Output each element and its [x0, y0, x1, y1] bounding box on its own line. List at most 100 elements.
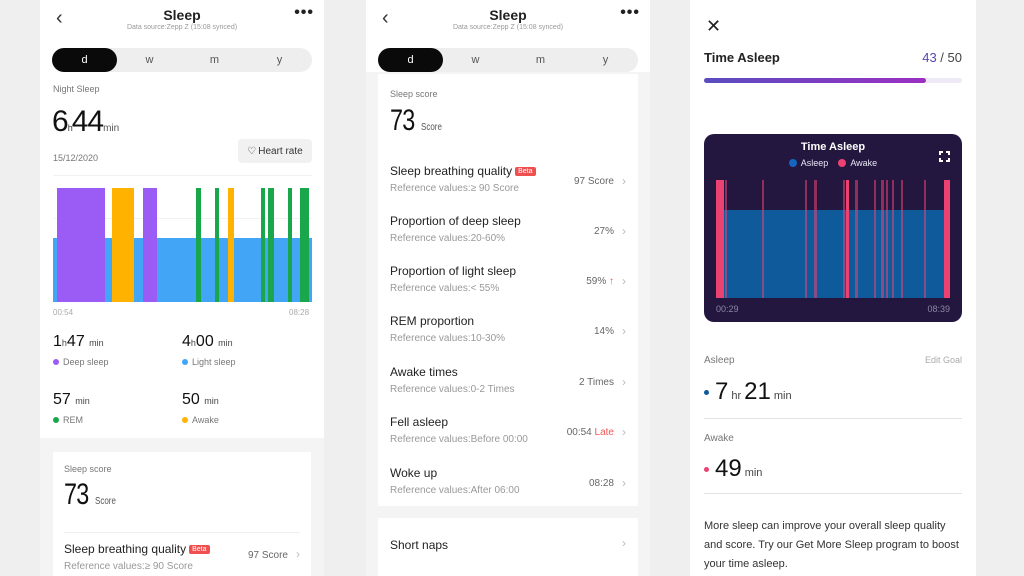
asleep-label: Asleep	[704, 355, 735, 366]
stat-value: 57	[53, 391, 71, 408]
beta-badge: Beta	[189, 545, 210, 554]
chevron-right-icon: ›	[622, 476, 626, 490]
chart-title: Time Asleep	[800, 141, 866, 153]
fitbit-time-asleep-panel: ✕ Time Asleep 43 / 50 Time Asleep Asleep…	[690, 0, 976, 576]
metric-row-breathing-quality[interactable]: Sleep breathing quality Beta Reference va…	[390, 164, 626, 214]
short-naps-label: Short naps	[390, 538, 449, 552]
gridline	[53, 218, 312, 219]
stat-unit: min	[89, 338, 104, 348]
metric-row-awake-times[interactable]: Awake times Reference values:0-2 Times 2…	[390, 365, 626, 415]
stat-unit: min	[75, 396, 90, 406]
metric-title: Sleep breathing quality	[390, 164, 513, 178]
more-options-icon[interactable]: •••	[620, 4, 640, 21]
tab-week[interactable]: w	[471, 54, 480, 66]
score-number: 73	[64, 478, 89, 511]
awake-dot-icon	[838, 159, 847, 167]
zepp-score-panel: ‹ Sleep Data source:Zepp Z (15:08 synced…	[366, 0, 650, 576]
chevron-right-icon: ›	[622, 224, 626, 238]
minutes-unit: min	[744, 467, 763, 479]
stat-label: Awake	[192, 415, 219, 425]
header: ‹ Sleep Data source:Zepp Z (15:08 synced…	[40, 0, 324, 40]
legend-label: Asleep	[800, 158, 829, 168]
tab-day[interactable]: d	[52, 48, 117, 72]
total-sleep-value: 6h44min	[52, 105, 119, 139]
chevron-right-icon: ›	[622, 174, 626, 188]
arrow-up-icon: ↑	[609, 276, 614, 287]
edit-goal-link[interactable]: Edit Goal	[924, 355, 962, 365]
awake-mark	[892, 180, 894, 298]
metric-row-woke-up[interactable]: Woke up Reference values:After 06:00 08:…	[390, 466, 626, 516]
rem-bar	[196, 188, 201, 302]
metric-reference: Reference values:After 06:00	[390, 485, 520, 496]
stat-label: Light sleep	[192, 357, 236, 367]
awake-dot-icon	[704, 466, 709, 472]
divider	[704, 493, 962, 494]
sleep-score-card[interactable]: Sleep score 73 Score Sleep breathing qual…	[53, 452, 311, 576]
tab-year[interactable]: y	[602, 54, 609, 66]
back-icon[interactable]: ‹	[382, 7, 389, 29]
chart-start-time: 00:29	[716, 304, 739, 314]
zepp-daily-panel: ‹ Sleep Data source:Zepp Z (15:08 synced…	[40, 0, 324, 576]
divider	[64, 532, 300, 533]
chart-start-time: 00:54	[53, 308, 74, 317]
time-asleep-chart: Time Asleep Asleep Awake	[704, 134, 962, 322]
rem-dot-icon	[53, 417, 59, 423]
metric-title: Proportion of light sleep	[390, 264, 517, 278]
metric-row-deep-sleep[interactable]: Proportion of deep sleep Reference value…	[390, 214, 626, 264]
close-icon[interactable]: ✕	[706, 16, 722, 36]
awake-value: 49 min	[704, 455, 762, 483]
metric-value: 00:54 Late	[567, 427, 614, 438]
more-options-icon[interactable]: •••	[294, 4, 314, 21]
page-title: Time Asleep	[704, 50, 780, 65]
short-naps-row[interactable]: Short naps ›	[378, 518, 638, 576]
asleep-area	[716, 210, 950, 298]
rem-bar	[300, 188, 309, 302]
period-tabs: d w m y	[378, 48, 638, 72]
metric-title: Proportion of deep sleep	[390, 214, 521, 228]
breathing-quality-row[interactable]: Sleep breathing quality Beta Reference va…	[64, 542, 300, 576]
legend-awake: Awake	[838, 158, 877, 168]
divider	[704, 418, 962, 419]
tab-month[interactable]: m	[209, 54, 220, 66]
heart-rate-button[interactable]: ♡ Heart rate	[238, 139, 312, 163]
heart-icon: ♡	[247, 145, 257, 157]
tab-week[interactable]: w	[145, 54, 154, 66]
value-text: 59%	[586, 276, 607, 287]
metric-reference: Reference values:≥ 90 Score	[64, 561, 193, 572]
awake-mark	[716, 180, 724, 298]
fullscreen-icon[interactable]	[939, 151, 950, 162]
asleep-dot-icon	[704, 389, 709, 395]
metric-row-light-sleep[interactable]: Proportion of light sleep Reference valu…	[390, 264, 626, 314]
awake-bar	[112, 188, 134, 302]
chevron-right-icon: ›	[622, 375, 626, 389]
metric-row-rem[interactable]: REM proportion Reference values:10-30% 1…	[390, 314, 626, 364]
back-icon[interactable]: ‹	[56, 7, 63, 29]
chevron-right-icon: ›	[622, 274, 626, 288]
awake-mark	[846, 180, 849, 298]
awake-mark	[725, 180, 727, 298]
tab-year[interactable]: y	[276, 54, 283, 66]
awake-label: Awake	[704, 433, 734, 444]
tab-day[interactable]: d	[378, 48, 443, 72]
stat-unit: h	[190, 338, 196, 348]
sleep-score-card: Sleep score 73 Score Sleep breathing qual…	[378, 74, 638, 506]
metric-reference: Reference values:Before 00:00	[390, 434, 528, 445]
rem-bar	[288, 188, 292, 302]
awake-mark	[944, 180, 950, 298]
awake-mark	[901, 180, 903, 298]
tab-month[interactable]: m	[535, 54, 546, 66]
deep-sleep-bar	[143, 188, 157, 302]
stat-value: 4	[182, 333, 191, 350]
metric-title: Awake times	[390, 365, 458, 379]
late-flag: Late	[594, 427, 614, 438]
rem-stat: 57 min REM	[53, 391, 90, 425]
awake-mark	[924, 180, 926, 298]
awake-mark	[874, 180, 876, 298]
metric-reference: Reference values:10-30%	[390, 333, 506, 344]
header: ‹ Sleep Data source:Zepp Z (15:08 synced…	[366, 0, 650, 40]
score-unit: Score	[421, 122, 443, 133]
metric-row-fell-asleep[interactable]: Fell asleep Reference values:Before 00:0…	[390, 415, 626, 465]
stat-label: REM	[63, 415, 83, 425]
chart-plot-area	[716, 180, 950, 298]
heart-rate-label: Heart rate	[258, 145, 303, 157]
